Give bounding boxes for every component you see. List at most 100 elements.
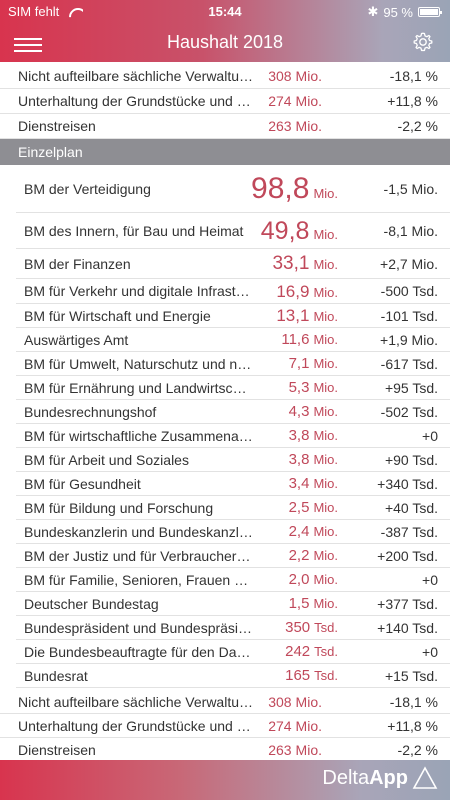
value-unit: Mio. (313, 500, 338, 515)
top-group: Nicht aufteilbare sächliche Verwaltungsa… (0, 64, 450, 139)
row-value: 2,5 Mio. (289, 496, 338, 520)
row-value: 7,1 Mio. (289, 352, 338, 376)
row-label: BM für Verkehr und digitale Infrastruktu… (24, 283, 254, 299)
row-delta: +1,9 Mio. (380, 332, 438, 348)
bluetooth-icon: ✱ (367, 4, 379, 19)
value-number: 274 (268, 93, 292, 109)
budget-list[interactable]: Nicht aufteilbare sächliche Verwaltungsa… (0, 62, 450, 762)
list-item[interactable]: Bundesrechnungshof 4,3 Mio. -502 Tsd. (16, 400, 450, 424)
row-delta: -18,1 % (389, 68, 438, 84)
list-item[interactable]: BM für Gesundheit 3,4 Mio. +340 Tsd. (16, 472, 450, 496)
list-item[interactable]: BM für Wirtschaft und Energie 13,1 Mio. -10… (16, 304, 450, 328)
value-number: 7,1 (288, 355, 310, 372)
einzelplan-group: BM der Verteidigung 98,8 Mio. -1,5 Mio. BM d… (0, 165, 450, 688)
row-delta: +0 (422, 428, 438, 444)
battery-group: ✱ 95 % (367, 4, 442, 20)
row-label: BM der Finanzen (24, 256, 131, 272)
row-label: Dienstreisen (18, 742, 96, 758)
battery-icon (418, 7, 442, 17)
brand-light: Delta (322, 766, 370, 789)
list-item[interactable]: BM der Verteidigung 98,8 Mio. -1,5 Mio. (16, 165, 450, 213)
row-delta: -1,5 Mio. (383, 181, 438, 197)
row-delta: -502 Tsd. (380, 404, 438, 420)
list-item[interactable]: BM für Umwelt, Naturschutz und nukleare … (16, 352, 450, 376)
row-value: 5,3 Mio. (289, 376, 338, 400)
list-item[interactable]: Bundespräsident und Bundespräsidialamt 35… (16, 616, 450, 640)
row-delta: +11,8 % (387, 718, 438, 734)
list-item[interactable]: Bundesrat 165 Tsd. +15 Tsd. (16, 664, 450, 688)
list-item[interactable]: Deutscher Bundestag 1,5 Mio. +377 Tsd. (16, 592, 450, 616)
value-unit: Mio. (313, 332, 338, 347)
list-item[interactable]: BM für wirtschaftliche Zusammenarbeit un… (16, 424, 450, 448)
list-item[interactable]: BM für Bildung und Forschung 2,5 Mio. +40 T… (16, 496, 450, 520)
value-number: 1,5 (288, 595, 310, 612)
battery-label: 95 % (383, 4, 413, 20)
list-item[interactable]: BM für Arbeit und Soziales 3,8 Mio. +90 Tsd… (16, 448, 450, 472)
list-item[interactable]: Dienstreisen 263 Mio. -2,2 % (0, 738, 450, 762)
row-label: BM für Gesundheit (24, 476, 141, 492)
row-label: Nicht aufteilbare sächliche Verwaltungsa… (18, 68, 254, 84)
list-item[interactable]: BM für Verkehr und digitale Infrastruktu… (16, 279, 450, 304)
value-number: 33,1 (272, 253, 310, 274)
row-label: BM für wirtschaftliche Zusammenarbeit un… (24, 428, 254, 444)
value-number: 98,8 (251, 172, 310, 205)
section-header-einzelplan: Einzelplan (0, 139, 450, 165)
row-label: BM der Verteidigung (24, 181, 151, 197)
row-value: 263 Mio. (268, 114, 322, 139)
value-unit: Mio. (295, 694, 322, 710)
value-unit: Mio. (313, 404, 338, 419)
list-item[interactable]: BM für Ernährung und Landwirtschaft 5,3 Mi… (16, 376, 450, 400)
list-item[interactable]: Nicht aufteilbare sächliche Verwaltungsa… (0, 690, 450, 714)
row-label: BM für Ernährung und Landwirtschaft (24, 380, 254, 396)
list-item[interactable]: Nicht aufteilbare sächliche Verwaltungsa… (0, 64, 450, 89)
list-item[interactable]: BM des Innern, für Bau und Heimat 49,8 Mio… (16, 213, 450, 249)
list-item[interactable]: Bundeskanzlerin und Bundeskanzleramt 2,4 M… (16, 520, 450, 544)
list-item[interactable]: Unterhaltung der Grundstücke und baulich… (0, 714, 450, 738)
value-unit: Mio. (313, 476, 338, 491)
value-unit: Mio. (313, 227, 338, 242)
value-unit: Tsd. (314, 644, 338, 659)
row-delta: +200 Tsd. (377, 548, 438, 564)
value-unit: Mio. (313, 285, 338, 300)
row-value: 3,4 Mio. (289, 472, 338, 496)
list-item[interactable]: BM der Finanzen 33,1 Mio. +2,7 Mio. (16, 249, 450, 279)
value-unit: Mio. (313, 596, 338, 611)
app-footer: Delta App (0, 760, 450, 800)
row-delta: +90 Tsd. (384, 452, 438, 468)
row-label: Auswärtiges Amt (24, 332, 129, 348)
value-unit: Mio. (313, 524, 338, 539)
row-label: Dienstreisen (18, 118, 96, 134)
row-label: Bundesrat (24, 668, 88, 684)
row-value: 16,9 Mio. (276, 279, 338, 304)
row-label: BM für Umwelt, Naturschutz und nukleare … (24, 356, 254, 372)
value-unit: Mio. (313, 428, 338, 443)
row-value: 2,2 Mio. (289, 544, 338, 568)
row-label: Die Bundesbeauftragte für den Datenschut… (24, 644, 254, 660)
list-item[interactable]: BM für Familie, Senioren, Frauen und Jug… (16, 568, 450, 592)
list-item[interactable]: Unterhaltung der Grundstücke und baulich… (0, 89, 450, 114)
row-value: 98,8 Mio. (251, 165, 338, 213)
row-value: 1,5 Mio. (289, 592, 338, 616)
menu-icon[interactable] (14, 38, 42, 52)
row-delta: -8,1 Mio. (383, 223, 438, 239)
clock: 15:44 (208, 4, 242, 19)
row-value: 2,4 Mio. (289, 520, 338, 544)
value-number: 308 (268, 68, 292, 84)
list-item[interactable]: Dienstreisen 263 Mio. -2,2 % (0, 114, 450, 139)
list-item[interactable]: Die Bundesbeauftragte für den Datenschut… (16, 640, 450, 664)
page-title: Haushalt 2018 (166, 32, 284, 52)
list-item[interactable]: BM der Justiz und für Verbraucherschutz 2… (16, 544, 450, 568)
row-label: Unterhaltung der Grundstücke und baulich… (18, 93, 254, 109)
list-item[interactable]: Auswärtiges Amt 11,6 Mio. +1,9 Mio. (16, 328, 450, 352)
row-delta: +140 Tsd. (377, 620, 438, 636)
row-delta: +95 Tsd. (384, 380, 438, 396)
value-unit: Mio. (313, 572, 338, 587)
row-value: 263 Mio. (268, 738, 322, 762)
row-value: 2,0 Mio. (289, 568, 338, 592)
row-value: 33,1 Mio. (272, 249, 338, 279)
row-value: 165 Tsd. (285, 664, 338, 688)
row-label: Deutscher Bundestag (24, 596, 159, 612)
gear-icon[interactable] (412, 31, 434, 53)
row-label: Bundesrechnungshof (24, 404, 157, 420)
carrier-group: SIM fehlt (8, 4, 83, 19)
